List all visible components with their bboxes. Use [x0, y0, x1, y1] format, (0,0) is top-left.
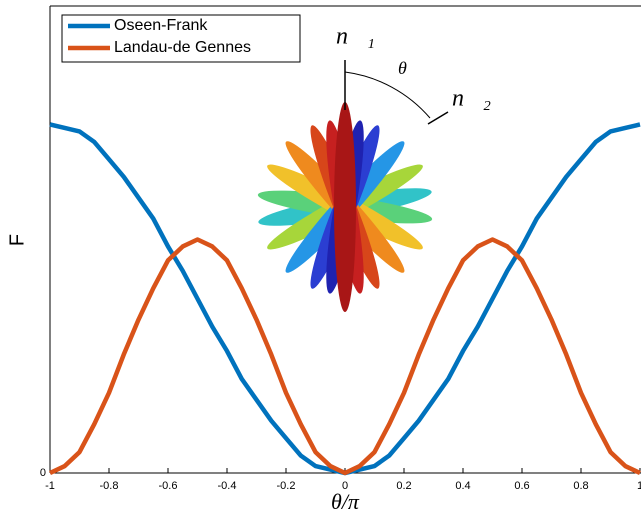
y-tick-label: 0 [40, 467, 46, 479]
line-series [49, 237, 641, 476]
x-tick-label: 0.4 [455, 480, 470, 492]
x-tick-label: -0.6 [159, 480, 178, 492]
x-tick-label: -0.8 [100, 480, 119, 492]
legend [61, 14, 301, 63]
annotation: θ [398, 58, 407, 78]
x-tick-label: -1 [45, 480, 55, 492]
legend-label: Oseen-Frank [114, 17, 208, 34]
x-tick-label: 0 [342, 480, 348, 492]
x-tick-label: 1 [637, 480, 641, 492]
y-axis-label: F [6, 234, 28, 246]
legend-label: Landau-de Gennes [114, 39, 251, 56]
annotation: n⃗₁ [336, 24, 375, 50]
annotation: n⃗₂ [452, 86, 491, 112]
x-axis-label: θ/π [331, 489, 360, 514]
x-tick-label: -0.4 [218, 480, 237, 492]
inset-illustration: n⃗₁ n⃗₂ θ [257, 24, 491, 312]
x-tick-label: -0.2 [277, 480, 296, 492]
x-tick-label: 0.6 [514, 480, 529, 492]
x-tick-label: 0.2 [396, 480, 411, 492]
x-tick-label: 0.8 [573, 480, 588, 492]
